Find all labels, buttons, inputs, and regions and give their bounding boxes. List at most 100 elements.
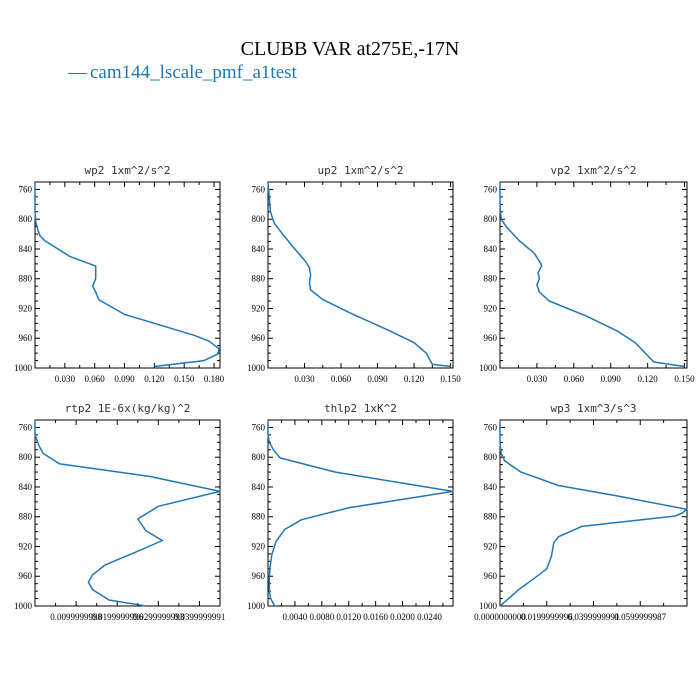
y-tick-label: 920 [484, 541, 498, 551]
series-line-cam144_lscale_pmf_a1test [499, 182, 685, 368]
subplot-title: up2 1xm^2/s^2 [317, 164, 403, 177]
x-tick-label: 0.090 [114, 374, 135, 384]
x-tick-label: 0.0199999996 [91, 612, 143, 622]
x-tick-label: 0.0200 [390, 612, 415, 622]
y-tick-label: 840 [252, 244, 266, 254]
y-tick-label: 960 [252, 571, 266, 581]
x-tick-label: 0.0099999998 [50, 612, 102, 622]
y-tick-label: 800 [484, 452, 498, 462]
x-tick-label: 0.0080 [309, 612, 334, 622]
x-tick-label: 0.0599999987 [614, 612, 666, 622]
x-tick-label: 0.0199999996 [521, 612, 573, 622]
plot-frame [34, 419, 221, 607]
subplot-4: rtp2 1E-6x(kg/kg)^2 760 800 840 880 920 960 100… [14, 402, 225, 622]
y-tick-label: 960 [19, 571, 33, 581]
y-tick-label: 920 [19, 303, 33, 313]
subplot-6: wp3 1xm^3/s^3 760 800 840 880 920 960 10000.000… [474, 402, 688, 622]
plot-frame [499, 419, 688, 607]
y-tick-label: 920 [19, 541, 33, 551]
y-tick-label: 960 [252, 333, 266, 343]
legend-marker: — [67, 62, 88, 83]
subplot-3: vp2 1xm^2/s^2 760 800 840 880 920 960 1000 0.030… [479, 164, 695, 384]
series-line-cam144_lscale_pmf_a1test [34, 182, 220, 368]
y-tick-label: 1000 [14, 601, 33, 611]
x-tick-label: 0.090 [367, 374, 388, 384]
y-tick-label: 920 [252, 541, 266, 551]
y-tick-label: 760 [484, 422, 498, 432]
y-tick-label: 840 [484, 244, 498, 254]
subplot-title: wp3 1xm^3/s^3 [550, 402, 636, 415]
y-tick-label: 840 [484, 482, 498, 492]
y-tick-label: 760 [252, 422, 266, 432]
x-tick-label: 0.150 [674, 374, 695, 384]
y-tick-label: 880 [484, 274, 498, 284]
x-tick-label: 0.150 [174, 374, 195, 384]
series-line-cam144_lscale_pmf_a1test [267, 420, 454, 607]
x-tick-label: 0.120 [638, 374, 659, 384]
y-tick-label: 960 [484, 333, 498, 343]
subplot-1: wp2 1xm^2/s^2 760 800 840 880 920 960 1000 0.030… [14, 164, 225, 384]
y-tick-label: 880 [252, 512, 266, 522]
y-tick-label: 880 [252, 274, 266, 284]
series-line-cam144_lscale_pmf_a1test [267, 181, 451, 368]
y-tick-label: 1000 [479, 601, 498, 611]
y-tick-label: 880 [19, 512, 33, 522]
x-tick-label: 0.030 [527, 374, 548, 384]
x-tick-label: 0.0240 [417, 612, 442, 622]
y-tick-label: 1000 [14, 363, 33, 373]
y-tick-label: 920 [484, 303, 498, 313]
y-tick-label: 960 [484, 571, 498, 581]
y-tick-label: 960 [19, 333, 33, 343]
x-tick-label: 0.060 [331, 374, 352, 384]
y-tick-label: 800 [484, 214, 498, 224]
x-tick-label: 0.0160 [363, 612, 388, 622]
y-tick-label: 1000 [247, 363, 266, 373]
series-line-cam144_lscale_pmf_a1test [34, 420, 221, 607]
y-tick-label: 800 [19, 214, 33, 224]
y-tick-label: 840 [252, 482, 266, 492]
x-tick-label: 0.0000000000 [474, 612, 526, 622]
x-tick-label: 0.0040 [283, 612, 308, 622]
plot-frame [499, 181, 688, 369]
x-tick-label: 0.150 [440, 374, 461, 384]
subplot-grid: wp2 1xm^2/s^2 760 800 840 880 920 960 1000 0.030… [14, 164, 695, 622]
y-tick-label: 840 [19, 244, 33, 254]
x-tick-label: 0.120 [144, 374, 165, 384]
subplot-title: rtp2 1E-6x(kg/kg)^2 [65, 402, 191, 415]
y-tick-label: 760 [484, 184, 498, 194]
y-tick-label: 1000 [247, 601, 266, 611]
x-tick-label: 0.0299999993 [132, 612, 184, 622]
y-tick-label: 800 [252, 214, 266, 224]
x-tick-label: 0.0399999991 [568, 612, 620, 622]
figure-title: CLUBB VAR at275E,-17N [241, 38, 460, 60]
plot-frame [267, 181, 454, 369]
y-tick-label: 920 [252, 303, 266, 313]
plot-frame [267, 419, 454, 607]
y-tick-label: 880 [484, 512, 498, 522]
y-tick-label: 760 [252, 184, 266, 194]
y-tick-label: 760 [19, 422, 33, 432]
x-tick-label: 0.060 [85, 374, 106, 384]
y-tick-label: 1000 [479, 363, 498, 373]
x-tick-label: 0.180 [204, 374, 225, 384]
subplot-title: vp2 1xm^2/s^2 [550, 164, 636, 177]
x-tick-label: 0.060 [564, 374, 585, 384]
x-tick-label: 0.030 [294, 374, 315, 384]
y-tick-label: 800 [19, 452, 33, 462]
subplot-title: thlp2 1xK^2 [324, 402, 397, 415]
x-tick-label: 0.120 [404, 374, 425, 384]
subplot-2: up2 1xm^2/s^2 760 800 840 880 920 960 1000 0.030… [247, 164, 461, 384]
legend-label: cam144_lscale_pmf_a1test [90, 62, 298, 83]
plot-frame [34, 181, 221, 369]
x-tick-label: 0.0120 [336, 612, 361, 622]
y-tick-label: 800 [252, 452, 266, 462]
series-line-cam144_lscale_pmf_a1test [499, 420, 688, 607]
x-tick-label: 0.090 [601, 374, 622, 384]
y-tick-label: 840 [19, 482, 33, 492]
y-tick-label: 760 [19, 184, 33, 194]
x-tick-label: 0.0399999991 [174, 612, 226, 622]
y-tick-label: 880 [19, 274, 33, 284]
subplot-title: wp2 1xm^2/s^2 [84, 164, 170, 177]
